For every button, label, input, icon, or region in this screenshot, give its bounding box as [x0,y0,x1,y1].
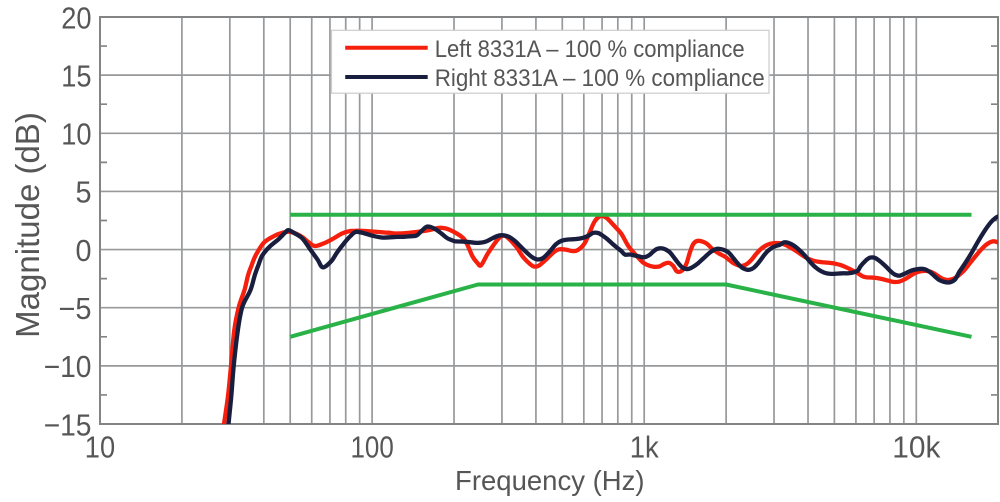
svg-text:10: 10 [61,118,91,152]
svg-text:5: 5 [76,176,92,210]
svg-text:100: 100 [351,431,394,465]
svg-text:1k: 1k [630,431,660,465]
svg-text:10k: 10k [892,431,941,465]
svg-text:Right 8331A – 100 % compliance: Right 8331A – 100 % compliance [435,65,765,92]
svg-text:Frequency (Hz): Frequency (Hz) [455,465,645,496]
svg-text:Left 8331A – 100 % compliance: Left 8331A – 100 % compliance [435,36,745,63]
svg-text:10: 10 [85,431,115,465]
svg-text:−10: −10 [44,350,92,384]
svg-text:15: 15 [61,59,91,93]
svg-text:20: 20 [61,1,91,35]
svg-text:−15: −15 [44,408,92,442]
svg-text:0: 0 [76,234,92,268]
svg-text:−5: −5 [59,292,92,326]
svg-text:Magnitude (dB): Magnitude (dB) [9,112,46,338]
